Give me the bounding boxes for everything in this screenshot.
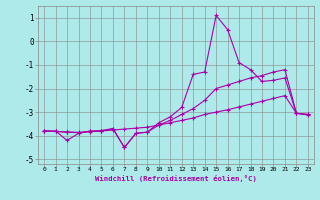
X-axis label: Windchill (Refroidissement éolien,°C): Windchill (Refroidissement éolien,°C) — [95, 175, 257, 182]
